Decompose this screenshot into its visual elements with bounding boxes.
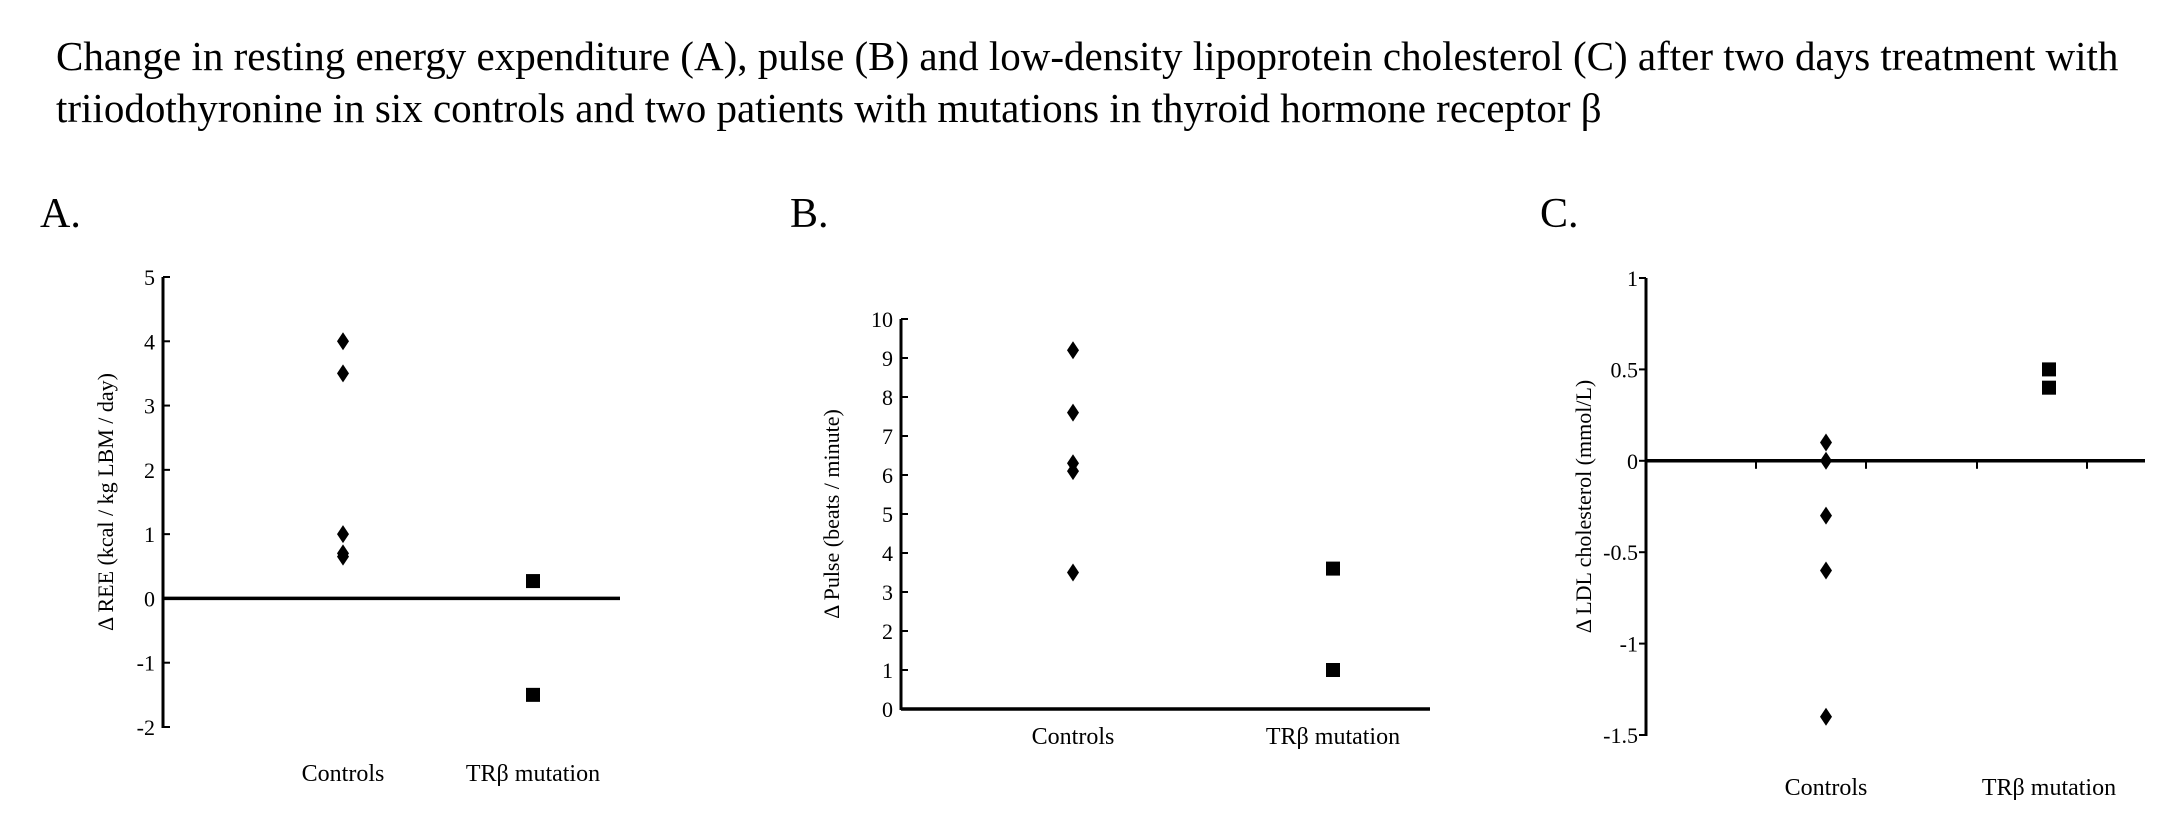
trb-mutation-point — [2042, 380, 2056, 395]
panel-b: 10 9 8 7 6 5 4 3 2 1 0 Δ Pulse (beats / minute) Cont… — [790, 180, 1490, 816]
trb-mutation-point — [526, 574, 540, 589]
y-tick-label: 3 — [144, 394, 155, 419]
x-category-label: Controls — [302, 761, 385, 787]
control-point — [1820, 561, 1832, 580]
y-tick-label: 2 — [882, 619, 893, 644]
control-point — [1067, 403, 1079, 422]
x-category-label: TRβ mutation — [1982, 775, 2116, 801]
panel-c: 1 0.5 0 -0.5 -1 -1.5 Δ LDL cholesterol (mmol/L… — [1540, 180, 2172, 816]
y-tick-label: 4 — [144, 329, 155, 354]
trb-mutation-point — [2042, 362, 2056, 377]
y-axis-label: Δ LDL cholesterol (mmol/L) — [1571, 380, 1596, 633]
y-tick-label: 10 — [871, 307, 893, 332]
control-point — [1820, 433, 1832, 452]
y-tick-label: 8 — [882, 385, 893, 410]
y-tick-label: 1 — [882, 658, 893, 683]
chart-c: 1 0.5 0 -0.5 -1 -1.5 Δ LDL cholesterol (mmol/L… — [1571, 266, 2145, 801]
y-tick-label: 5 — [882, 502, 893, 527]
control-point — [1820, 707, 1832, 726]
control-point — [1067, 341, 1079, 360]
y-tick-label: -1 — [137, 651, 155, 676]
control-point — [337, 364, 349, 383]
y-tick-label: -0.5 — [1603, 540, 1638, 565]
x-category-label: Controls — [1032, 724, 1115, 750]
y-tick-label: 9 — [882, 346, 893, 371]
panel-b-label: B. — [790, 191, 829, 237]
control-point — [1067, 462, 1079, 481]
trb-mutation-point — [1326, 561, 1340, 576]
y-tick-label: 7 — [882, 424, 893, 449]
y-tick-label: 6 — [882, 463, 893, 488]
y-tick-label: -1 — [1620, 632, 1638, 657]
x-category-label: Controls — [1785, 775, 1868, 801]
y-axis-label: Δ Pulse (beats / minute) — [819, 409, 844, 619]
panel-a-label: A. — [40, 191, 81, 237]
control-point — [1067, 563, 1079, 582]
control-point — [337, 547, 349, 566]
panel-c-label: C. — [1540, 191, 1579, 237]
y-tick-label: 0 — [144, 586, 155, 611]
y-tick-label: 0 — [1627, 449, 1638, 474]
y-tick-label: 1 — [144, 522, 155, 547]
control-point — [337, 525, 349, 544]
y-tick-label: 5 — [144, 265, 155, 290]
trb-mutation-point — [1326, 663, 1340, 677]
control-point — [337, 332, 349, 351]
y-tick-label: -1.5 — [1603, 723, 1638, 748]
y-tick-label: 4 — [882, 541, 893, 566]
x-category-label: TRβ mutation — [1266, 724, 1400, 750]
control-point — [1820, 451, 1832, 470]
trb-mutation-point — [526, 687, 540, 702]
x-category-label: TRβ mutation — [466, 761, 600, 787]
y-tick-label: 0 — [882, 697, 893, 722]
y-tick-label: 2 — [144, 458, 155, 483]
y-tick-label: 3 — [882, 580, 893, 605]
y-tick-label: 1 — [1627, 266, 1638, 291]
panel-a: 5 4 3 2 1 0 -1 -2 Δ REE (kcal / kg LBM / day) Con… — [40, 180, 740, 816]
y-tick-label: 0.5 — [1611, 357, 1639, 382]
figure-title: Change in resting energy expenditure (A)… — [56, 33, 2119, 131]
control-point — [1820, 506, 1832, 525]
chart-a: 5 4 3 2 1 0 -1 -2 Δ REE (kcal / kg LBM / day) Con… — [93, 265, 620, 787]
y-axis-label: Δ REE (kcal / kg LBM / day) — [93, 373, 118, 631]
y-tick-label: -2 — [137, 715, 155, 740]
